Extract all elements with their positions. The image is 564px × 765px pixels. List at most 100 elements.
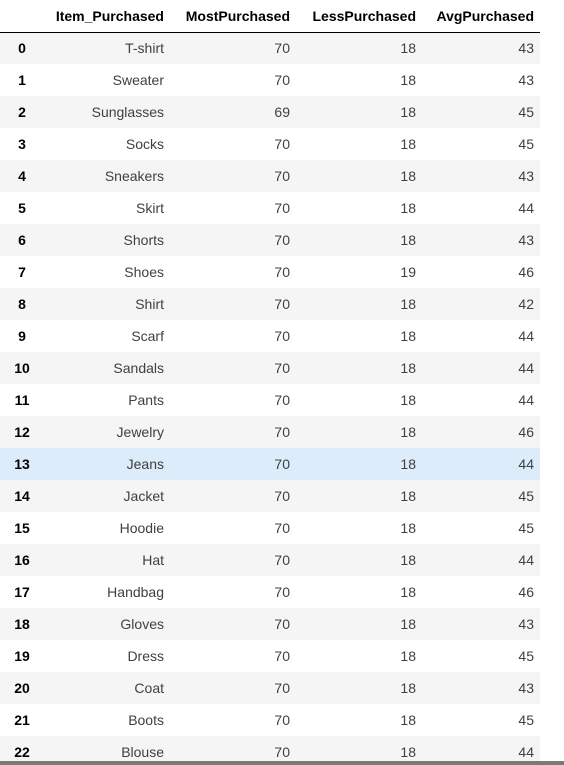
- most-purchased-cell: 70: [274, 520, 290, 536]
- most-purchased-cell: 70: [274, 264, 290, 280]
- table-row: 7 Shoes 70 19 46: [0, 256, 540, 288]
- less-purchased-cell: 18: [400, 168, 416, 184]
- less-purchased-cell: 18: [400, 680, 416, 696]
- less-purchased-cell: 18: [400, 72, 416, 88]
- column-header-most-purchased: MostPurchased: [170, 0, 296, 33]
- less-purchased-cell: 18: [400, 584, 416, 600]
- avg-purchased-cell: 44: [518, 552, 534, 568]
- item-purchased-cell: Shoes: [124, 264, 164, 280]
- item-purchased-cell: Hoodie: [119, 520, 164, 536]
- row-index-cell: 18: [14, 616, 30, 632]
- avg-purchased-cell: 45: [518, 712, 534, 728]
- row-index-cell: 6: [18, 232, 26, 248]
- avg-purchased-cell: 44: [518, 360, 534, 376]
- most-purchased-cell: 70: [274, 168, 290, 184]
- item-purchased-cell: Shorts: [123, 232, 164, 248]
- item-purchased-cell: Jewelry: [116, 424, 164, 440]
- less-purchased-cell: 18: [400, 552, 416, 568]
- row-index-cell: 1: [18, 72, 26, 88]
- row-index-cell: 0: [18, 40, 26, 57]
- avg-purchased-cell: 44: [518, 328, 534, 344]
- less-purchased-cell: 18: [400, 232, 416, 248]
- column-header-index: [0, 0, 44, 33]
- avg-purchased-cell: 44: [518, 456, 534, 472]
- most-purchased-cell: 70: [274, 552, 290, 568]
- most-purchased-cell: 70: [274, 328, 290, 344]
- less-purchased-cell: 19: [400, 264, 416, 280]
- row-index-cell: 5: [18, 200, 26, 216]
- most-purchased-cell: 70: [274, 616, 290, 632]
- avg-purchased-cell: 45: [518, 136, 534, 152]
- avg-purchased-cell: 43: [518, 616, 534, 632]
- table-row: 14 Jacket 70 18 45: [0, 480, 540, 512]
- avg-purchased-cell: 45: [518, 488, 534, 504]
- most-purchased-cell: 70: [274, 712, 290, 728]
- item-purchased-cell: Shirt: [135, 296, 164, 312]
- header-row: Item_Purchased MostPurchased LessPurchas…: [0, 0, 540, 33]
- item-purchased-cell: Scarf: [131, 328, 164, 344]
- column-header-avg-purchased: AvgPurchased: [422, 0, 540, 33]
- most-purchased-cell: 70: [274, 488, 290, 504]
- horizontal-scrollbar[interactable]: [0, 761, 564, 765]
- table-row: 0 T-shirt 70 18 43: [0, 32, 540, 64]
- less-purchased-cell: 18: [400, 648, 416, 664]
- avg-purchased-cell: 43: [518, 232, 534, 248]
- table-row: 19 Dress 70 18 45: [0, 640, 540, 672]
- row-index-cell: 11: [14, 392, 30, 408]
- row-index-cell: 4: [18, 168, 26, 184]
- most-purchased-cell: 70: [274, 648, 290, 664]
- item-purchased-cell: Sneakers: [104, 168, 164, 184]
- table-row: 15 Hoodie 70 18 45: [0, 512, 540, 544]
- less-purchased-cell: 18: [400, 488, 416, 504]
- most-purchased-cell: 70: [274, 584, 290, 600]
- table-body: 0 T-shirt 70 18 43 1 Sweater 70 18 43 2 Sunglasses 6…: [0, 32, 540, 765]
- item-purchased-cell: Sunglasses: [91, 104, 164, 120]
- table-row: 17 Handbag 70 18 46: [0, 576, 540, 608]
- table-row: 3 Socks 70 18 45: [0, 128, 540, 160]
- row-index-cell: 12: [14, 424, 30, 440]
- item-purchased-cell: Coat: [134, 680, 164, 696]
- most-purchased-cell: 70: [274, 72, 290, 88]
- avg-purchased-cell: 45: [518, 520, 534, 536]
- table-row: 4 Sneakers 70 18 43: [0, 160, 540, 192]
- item-purchased-cell: Jeans: [126, 456, 164, 472]
- avg-purchased-cell: 43: [518, 168, 534, 184]
- less-purchased-cell: 18: [400, 104, 416, 120]
- most-purchased-cell: 70: [274, 680, 290, 696]
- item-purchased-cell: Skirt: [136, 200, 164, 216]
- avg-purchased-cell: 46: [518, 264, 534, 280]
- row-index-cell: 9: [18, 328, 26, 344]
- row-index-cell: 19: [14, 648, 30, 664]
- less-purchased-cell: 18: [400, 712, 416, 728]
- table-row: 8 Shirt 70 18 42: [0, 288, 540, 320]
- item-purchased-cell: Jacket: [123, 488, 164, 504]
- avg-purchased-cell: 46: [518, 584, 534, 600]
- table-row: 9 Scarf 70 18 44: [0, 320, 540, 352]
- table-row: 13 Jeans 70 18 44: [0, 448, 540, 480]
- less-purchased-cell: 18: [400, 744, 416, 760]
- avg-purchased-cell: 45: [518, 104, 534, 120]
- most-purchased-cell: 70: [274, 296, 290, 312]
- row-index-cell: 7: [18, 264, 26, 280]
- table-row: 16 Hat 70 18 44: [0, 544, 540, 576]
- most-purchased-cell: 70: [274, 424, 290, 440]
- most-purchased-cell: 70: [274, 232, 290, 248]
- column-header-item-purchased: Item_Purchased: [44, 0, 170, 33]
- avg-purchased-cell: 42: [518, 296, 534, 312]
- most-purchased-cell: 70: [274, 40, 290, 57]
- item-purchased-cell: Dress: [127, 648, 164, 664]
- less-purchased-cell: 18: [400, 360, 416, 376]
- row-index-cell: 16: [14, 552, 30, 568]
- dataframe-table: Item_Purchased MostPurchased LessPurchas…: [0, 0, 540, 765]
- avg-purchased-cell: 46: [518, 424, 534, 440]
- table-row: 18 Gloves 70 18 43: [0, 608, 540, 640]
- table-row: 22 Blouse 70 18 44: [0, 736, 540, 765]
- row-index-cell: 10: [14, 360, 30, 376]
- less-purchased-cell: 18: [400, 200, 416, 216]
- table-row: 6 Shorts 70 18 43: [0, 224, 540, 256]
- item-purchased-cell: Blouse: [121, 744, 164, 760]
- most-purchased-cell: 70: [274, 360, 290, 376]
- less-purchased-cell: 18: [400, 296, 416, 312]
- most-purchased-cell: 70: [274, 456, 290, 472]
